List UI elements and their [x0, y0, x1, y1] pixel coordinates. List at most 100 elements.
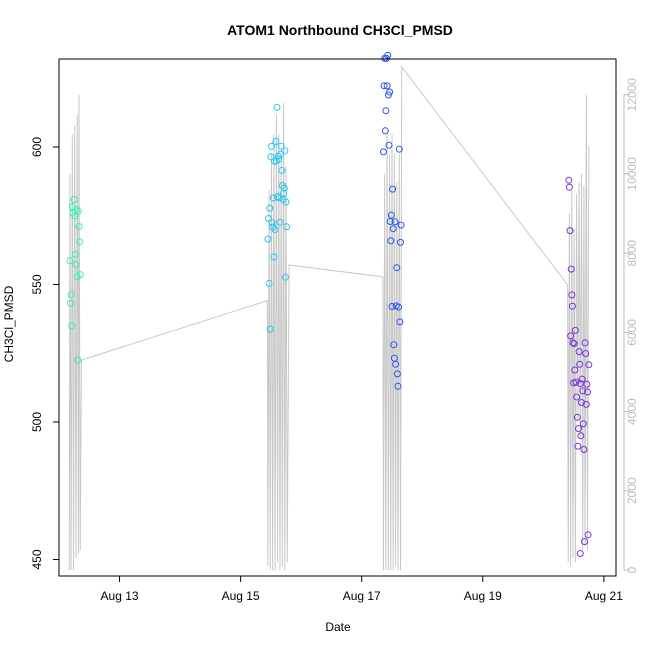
- data-point: [576, 380, 584, 387]
- data-point: [272, 138, 280, 145]
- data-point: [567, 332, 575, 340]
- data-point: [577, 432, 585, 440]
- secondary-line-layer: [68, 65, 590, 571]
- data-point: [67, 291, 75, 299]
- data-point: [582, 350, 590, 357]
- data-point: [392, 360, 400, 368]
- data-point: [275, 194, 283, 202]
- y-axis-right: 0 2000 4000 6000 8000 10000 12000: [623, 78, 639, 573]
- data-point: [278, 166, 286, 174]
- data-point: [75, 223, 83, 230]
- x-tick-label: Aug 17: [343, 589, 381, 603]
- data-point: [270, 253, 278, 261]
- x-tick-label: Aug 19: [464, 589, 502, 603]
- data-point: [280, 184, 288, 192]
- data-point: [568, 291, 576, 299]
- data-point: [71, 250, 79, 258]
- data-point: [581, 538, 588, 546]
- data-point: [274, 193, 282, 200]
- data-point: [584, 388, 591, 396]
- y2-tick-label: 4000: [625, 398, 639, 425]
- data-point: [67, 299, 74, 307]
- data-point: [575, 425, 582, 433]
- data-point: [70, 196, 78, 203]
- data-point: [578, 375, 586, 383]
- data-point: [389, 225, 397, 233]
- data-point: [71, 212, 79, 220]
- data-point: [280, 189, 288, 197]
- x-tick-label: Aug 13: [101, 589, 139, 603]
- y2-tick-label: 2000: [625, 477, 639, 504]
- data-point: [264, 235, 272, 243]
- data-point: [390, 341, 398, 349]
- x-axis: Aug 13 Aug 15 Aug 17 Aug 19 Aug 21: [101, 576, 623, 603]
- data-point: [584, 531, 592, 539]
- data-point: [383, 82, 391, 90]
- data-point: [281, 273, 289, 281]
- data-point: [381, 127, 389, 135]
- data-point: [74, 356, 82, 364]
- data-point: [389, 185, 397, 193]
- data-point: [576, 550, 584, 557]
- secondary-series-line: [68, 65, 590, 571]
- data-point: [271, 226, 279, 233]
- data-point: [273, 103, 281, 111]
- data-point: [277, 150, 285, 158]
- data-point: [583, 380, 591, 388]
- x-axis-label: Date: [325, 620, 351, 634]
- x-tick-label: Aug 15: [222, 589, 260, 603]
- points-layer: [66, 51, 593, 557]
- data-point: [569, 339, 577, 347]
- data-point: [572, 378, 580, 386]
- data-point: [387, 237, 395, 245]
- data-point: [571, 366, 579, 374]
- data-point: [394, 382, 402, 390]
- data-point: [393, 370, 401, 378]
- y2-tick-label: 6000: [625, 319, 639, 346]
- data-point: [570, 340, 578, 348]
- data-point: [268, 142, 275, 150]
- data-point: [585, 361, 593, 369]
- data-point: [283, 223, 291, 231]
- data-point: [73, 205, 81, 213]
- data-point: [571, 326, 579, 334]
- data-point: [579, 420, 587, 428]
- data-point: [382, 107, 390, 115]
- data-point: [393, 264, 401, 272]
- data-point: [567, 265, 575, 273]
- data-point: [387, 211, 395, 219]
- data-point: [582, 400, 590, 408]
- data-point: [391, 218, 399, 226]
- data-point: [580, 446, 588, 453]
- data-point: [388, 303, 396, 310]
- data-point: [386, 218, 394, 225]
- data-point: [575, 348, 583, 356]
- data-point: [568, 302, 576, 310]
- x-tick-label: Aug 21: [585, 589, 623, 603]
- y2-tick-label: 8000: [625, 239, 639, 266]
- y2-tick-label: 12000: [625, 78, 639, 112]
- chart-title: ATOM1 Northbound CH3Cl_PMSD: [227, 22, 453, 38]
- data-point: [578, 399, 585, 406]
- data-point: [384, 51, 392, 59]
- data-point: [266, 204, 274, 212]
- data-point: [579, 387, 587, 395]
- data-point: [276, 218, 284, 226]
- data-point: [265, 279, 273, 287]
- data-point: [397, 221, 405, 229]
- y-tick-label: 500: [30, 412, 44, 432]
- data-point: [385, 141, 393, 149]
- y-tick-label: 450: [30, 549, 44, 569]
- y2-tick-label: 0: [625, 566, 639, 573]
- data-point: [573, 393, 581, 401]
- data-point: [68, 322, 76, 330]
- data-point: [386, 88, 394, 96]
- data-point: [395, 303, 403, 311]
- data-point: [277, 142, 285, 150]
- data-point: [566, 227, 574, 235]
- data-point: [581, 339, 589, 347]
- y-tick-label: 600: [30, 137, 44, 157]
- y-axis-label: CH3Cl_PMSD: [2, 285, 16, 362]
- data-point: [395, 145, 403, 153]
